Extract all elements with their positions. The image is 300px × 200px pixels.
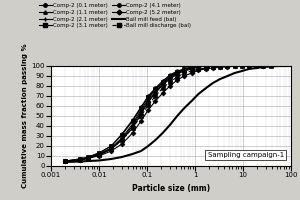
Legend: Comp-2 (0.1 meter), Comp-2 (1.1 meter), Comp-2 (2.1 meter), Comp-2 (3.1 meter), : Comp-2 (0.1 meter), Comp-2 (1.1 meter), …: [39, 3, 192, 29]
Text: Sampling campaign-1: Sampling campaign-1: [208, 152, 284, 158]
X-axis label: Particle size (mm): Particle size (mm): [132, 184, 210, 193]
Y-axis label: Cumulative mass fraction passing %: Cumulative mass fraction passing %: [22, 44, 28, 188]
